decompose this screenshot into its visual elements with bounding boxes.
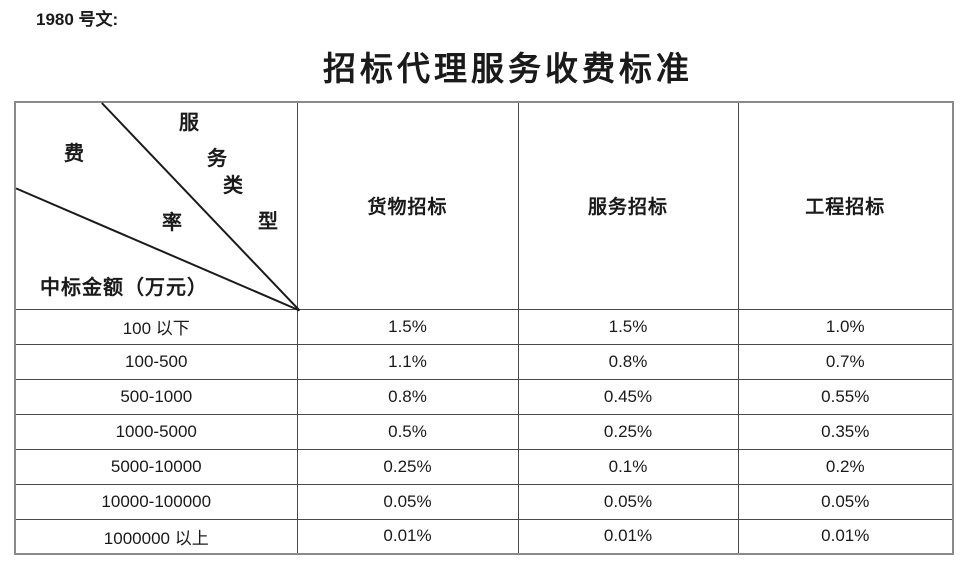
axis-label-bid-amount: 中标金额（万元） [40,277,208,299]
header-row: 服 务 类 型 费 率 中标金额（万元） 货物招标 服务招标 工程招标 [14,101,954,312]
doc-number: 1980 号文: [36,10,119,29]
fee-cell: 0.55% [737,378,954,415]
fee-cell: 0.1% [517,448,739,485]
column-header-goods: 货物招标 [296,101,519,310]
fee-cell: 0.01% [296,518,519,555]
page-title: 招标代理服务收费标准 [323,52,693,88]
fee-cell: 0.05% [737,483,954,520]
fee-cell: 0.05% [517,483,739,520]
amount-range-cell: 5000-10000 [14,448,298,485]
diagonal-line-lower [15,187,300,312]
axis-label-service-type-char: 务 [207,148,227,170]
amount-range-cell: 10000-100000 [14,483,298,520]
axis-label-fee-rate-char: 率 [162,212,182,234]
fee-cell: 0.25% [517,413,739,450]
fee-cell: 0.8% [296,378,519,415]
fee-cell: 0.01% [517,518,739,555]
diagonal-corner-cell: 服 务 类 型 费 率 中标金额（万元） [14,101,301,312]
fee-cell: 0.2% [737,448,954,485]
fee-cell: 0.25% [296,448,519,485]
axis-label-service-type-char: 类 [223,175,243,197]
axis-label-service-type-char: 型 [258,211,278,233]
fee-cell: 0.8% [517,343,739,380]
fee-cell: 0.05% [296,483,519,520]
diagonal-line-upper [101,102,301,312]
amount-range-cell: 100 以下 [14,308,298,345]
table-row: 10000-100000 0.05% 0.05% 0.05% [14,483,954,520]
table-row: 500-1000 0.8% 0.45% 0.55% [14,378,954,415]
fee-cell: 1.5% [296,308,519,345]
axis-label-fee-rate-char: 费 [64,143,84,165]
fee-cell: 1.0% [737,308,954,345]
table-row: 5000-10000 0.25% 0.1% 0.2% [14,448,954,485]
fee-cell: 1.5% [517,308,739,345]
fee-standards-table: 服 务 类 型 费 率 中标金额（万元） 货物招标 服务招标 工程招标 100 … [14,101,954,555]
fee-cell: 0.01% [737,518,954,555]
fee-cell: 0.7% [737,343,954,380]
table-row: 1000000 以上 0.01% 0.01% 0.01% [14,518,954,555]
fee-cell: 1.1% [296,343,519,380]
table-row: 100-500 1.1% 0.8% 0.7% [14,343,954,380]
column-header-services: 服务招标 [517,101,739,310]
axis-label-service-type-char: 服 [179,112,199,134]
amount-range-cell: 1000-5000 [14,413,298,450]
fee-cell: 0.45% [517,378,739,415]
fee-cell: 0.35% [737,413,954,450]
amount-range-cell: 100-500 [14,343,298,380]
table-row: 100 以下 1.5% 1.5% 1.0% [14,308,954,345]
diagonal-lines [15,102,301,312]
amount-range-cell: 1000000 以上 [14,518,298,555]
column-header-engineering: 工程招标 [737,101,954,310]
amount-range-cell: 500-1000 [14,378,298,415]
table-row: 1000-5000 0.5% 0.25% 0.35% [14,413,954,450]
fee-cell: 0.5% [296,413,519,450]
